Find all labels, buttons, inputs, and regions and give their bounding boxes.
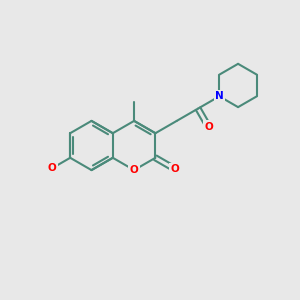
- Text: O: O: [204, 122, 213, 132]
- Text: O: O: [48, 163, 56, 173]
- Text: O: O: [130, 165, 139, 175]
- Text: N: N: [215, 91, 224, 101]
- Text: O: O: [170, 164, 179, 174]
